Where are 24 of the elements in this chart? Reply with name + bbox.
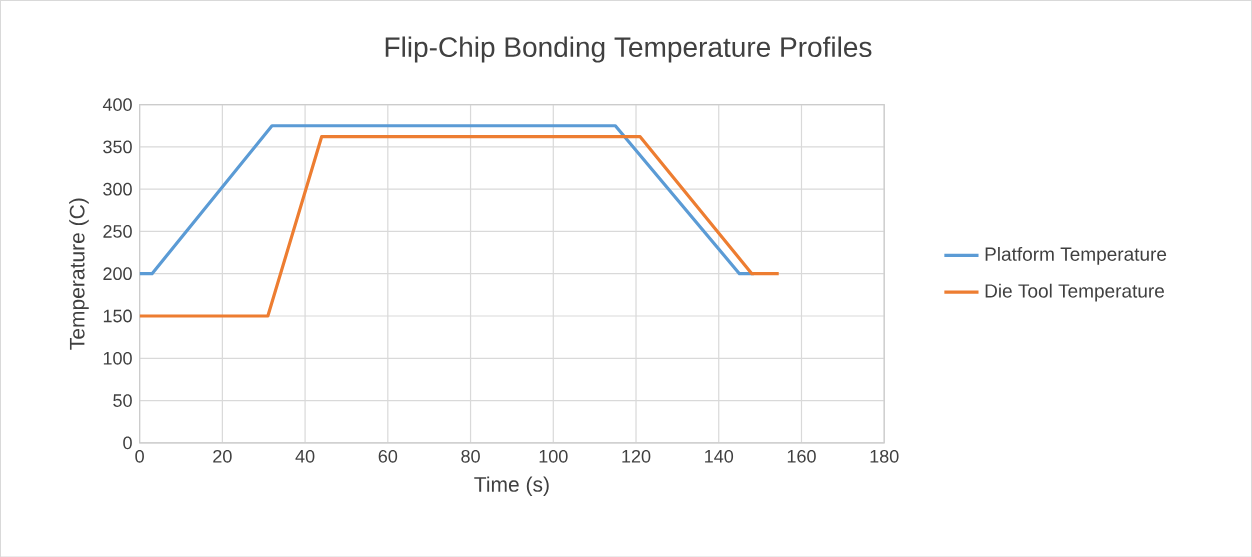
y-tick-label: 200 bbox=[103, 267, 132, 280]
x-tick-label: 80 bbox=[461, 449, 480, 463]
legend-label: Die Tool Temperature bbox=[985, 283, 1164, 302]
x-tick-label: 180 bbox=[870, 449, 899, 463]
x-tick-label: 160 bbox=[787, 449, 816, 463]
y-tick-label: 300 bbox=[103, 182, 132, 196]
y-tick-label: 150 bbox=[103, 309, 132, 323]
y-tick-label: 250 bbox=[103, 224, 132, 238]
y-tick-label: 350 bbox=[103, 140, 132, 154]
x-tick-label: 140 bbox=[705, 449, 734, 463]
x-tick-label: 40 bbox=[295, 449, 315, 463]
x-tick-label: 0 bbox=[135, 449, 144, 463]
x-tick-label: 20 bbox=[213, 449, 232, 463]
y-tick-label: 50 bbox=[113, 393, 132, 407]
y-axis-title: Temperature (C) bbox=[69, 198, 89, 350]
y-tick-label: 0 bbox=[123, 436, 132, 450]
chart-title: Flip-Chip Bonding Temperature Profiles bbox=[385, 36, 872, 63]
x-tick-label: 100 bbox=[539, 449, 568, 463]
x-tick-label: 60 bbox=[378, 449, 398, 463]
y-tick-label: 400 bbox=[102, 97, 132, 111]
x-tick-label: 120 bbox=[622, 449, 651, 463]
legend-label: Platform Temperature bbox=[985, 246, 1167, 265]
y-tick-label: 100 bbox=[103, 351, 132, 365]
x-axis-title: Time (s) bbox=[474, 476, 549, 496]
